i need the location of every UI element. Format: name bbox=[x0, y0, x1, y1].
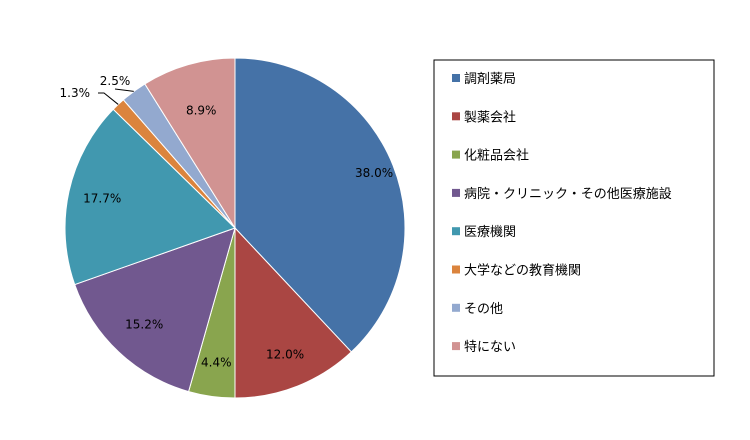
pie-slice bbox=[144, 57, 236, 230]
legend-label: 特にない bbox=[464, 340, 516, 355]
pie-slice bbox=[234, 57, 406, 353]
leader-line bbox=[98, 92, 119, 105]
legend-swatch bbox=[452, 188, 460, 197]
legend-label: 調剤薬局 bbox=[464, 71, 516, 87]
data-label: 1.3% bbox=[60, 86, 91, 100]
data-label: 2.5% bbox=[100, 74, 131, 88]
legend-box bbox=[433, 59, 715, 377]
data-label: 17.7% bbox=[83, 192, 121, 206]
legend-swatch bbox=[452, 74, 460, 82]
data-labels: 38.0% 12.0% 4.4% 15.2% 17.7% 1.3% 2.5% 8.9% bbox=[60, 74, 394, 370]
legend: 調剤薬局製薬会社化粧品会社病院・クリニック・その他医療施設医療機関大学などの教育… bbox=[433, 59, 715, 377]
leader-line bbox=[114, 88, 134, 92]
data-label: 38.0% bbox=[355, 166, 393, 180]
data-label: 15.2% bbox=[125, 318, 163, 332]
legend-label: その他 bbox=[464, 302, 503, 317]
legend-swatch bbox=[452, 227, 460, 236]
pie-slice bbox=[64, 108, 236, 286]
legend-items: 調剤薬局製薬会社化粧品会社病院・クリニック・その他医療施設医療機関大学などの教育… bbox=[452, 71, 672, 355]
legend-label: 化粧品会社 bbox=[464, 148, 529, 164]
legend-swatch bbox=[452, 342, 460, 351]
legend-label: 医療機関 bbox=[464, 225, 516, 240]
data-label: 4.4% bbox=[201, 356, 232, 370]
pie-slices bbox=[64, 57, 406, 399]
data-label: 8.9% bbox=[186, 103, 217, 117]
legend-swatch bbox=[452, 303, 460, 312]
legend-label: 製薬会社 bbox=[464, 109, 516, 125]
legend-swatch bbox=[452, 265, 460, 274]
pie-slice bbox=[234, 226, 353, 399]
data-label: 12.0% bbox=[266, 347, 304, 361]
legend-swatch bbox=[452, 150, 460, 159]
legend-label: 病院・クリニック・その他医療施設 bbox=[464, 186, 672, 202]
legend-swatch bbox=[452, 112, 460, 121]
legend-label: 大学などの教育機関 bbox=[464, 263, 581, 279]
pie-slice bbox=[74, 227, 236, 393]
